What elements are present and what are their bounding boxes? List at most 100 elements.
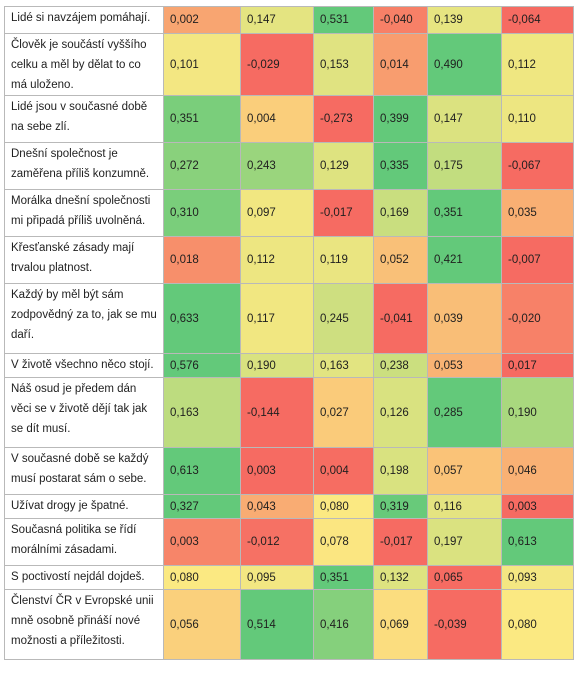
row-label: Křesťanské zásady mají trvalou platnost. — [4, 236, 164, 284]
value-cell: 0,046 — [501, 447, 574, 495]
value-cell: 0,416 — [313, 589, 374, 660]
value-cell: 0,093 — [501, 565, 574, 590]
value-cell: 0,069 — [373, 589, 428, 660]
value-cell: 0,169 — [373, 189, 428, 237]
value-cell: 0,613 — [501, 518, 574, 566]
row-label: Současná politika se řídí morálními zása… — [4, 518, 164, 566]
value-cell: -0,064 — [501, 6, 574, 34]
value-cell: 0,327 — [163, 494, 241, 519]
row-label: V životě všechno něco stojí. — [4, 353, 164, 378]
row-label: Členství ČR v Evropské unii mně osobně p… — [4, 589, 164, 660]
value-cell: -0,041 — [373, 283, 428, 354]
table-row: S poctivostí nejdál dojdeš. 0,080 0,095 0,3… — [4, 565, 574, 590]
value-cell: -0,039 — [427, 589, 502, 660]
value-cell: 0,080 — [163, 565, 241, 590]
value-cell: 0,163 — [313, 353, 374, 378]
value-cell: 0,039 — [427, 283, 502, 354]
value-cell: 0,035 — [501, 189, 574, 237]
value-cell: 0,043 — [240, 494, 314, 519]
value-cell: 0,129 — [313, 142, 374, 190]
table-row: Člověk je součástí vyššího celku a měl b… — [4, 33, 574, 96]
row-label: Morálka dnešní společnosti mi připadá př… — [4, 189, 164, 237]
table-row: Lidé jsou v současné době na sebe zlí. 0,… — [4, 95, 574, 143]
value-cell: 0,198 — [373, 447, 428, 495]
row-label: Každý by měl být sám zodpovědný za to, j… — [4, 283, 164, 354]
table-row: Každý by měl být sám zodpovědný za to, j… — [4, 283, 574, 354]
row-label: Člověk je součástí vyššího celku a měl b… — [4, 33, 164, 96]
row-label: Náš osud je předem dán věci se v životě … — [4, 377, 164, 448]
value-cell: -0,012 — [240, 518, 314, 566]
value-cell: 0,117 — [240, 283, 314, 354]
value-cell: 0,065 — [427, 565, 502, 590]
value-cell: 0,052 — [373, 236, 428, 284]
value-cell: 0,238 — [373, 353, 428, 378]
table-row: Členství ČR v Evropské unii mně osobně p… — [4, 589, 574, 660]
value-cell: 0,004 — [240, 95, 314, 143]
value-cell: 0,243 — [240, 142, 314, 190]
value-cell: 0,285 — [427, 377, 502, 448]
value-cell: 0,018 — [163, 236, 241, 284]
value-cell: 0,056 — [163, 589, 241, 660]
value-cell: 0,053 — [427, 353, 502, 378]
table-row: Současná politika se řídí morálními zása… — [4, 518, 574, 566]
value-cell: 0,190 — [240, 353, 314, 378]
value-cell: 0,017 — [501, 353, 574, 378]
value-cell: 0,335 — [373, 142, 428, 190]
value-cell: 0,080 — [501, 589, 574, 660]
value-cell: 0,116 — [427, 494, 502, 519]
value-cell: 0,132 — [373, 565, 428, 590]
value-cell: -0,144 — [240, 377, 314, 448]
value-cell: 0,531 — [313, 6, 374, 34]
value-cell: 0,514 — [240, 589, 314, 660]
value-cell: 0,003 — [163, 518, 241, 566]
value-cell: 0,576 — [163, 353, 241, 378]
value-cell: 0,163 — [163, 377, 241, 448]
value-cell: 0,003 — [501, 494, 574, 519]
value-cell: 0,351 — [313, 565, 374, 590]
value-cell: 0,014 — [373, 33, 428, 96]
row-label: Lidé si navzájem pomáhají. — [4, 6, 164, 34]
value-cell: -0,029 — [240, 33, 314, 96]
value-cell: 0,633 — [163, 283, 241, 354]
value-cell: -0,040 — [373, 6, 428, 34]
value-cell: -0,017 — [313, 189, 374, 237]
table-row: V současné době se každý musí postarat s… — [4, 447, 574, 495]
value-cell: 0,112 — [501, 33, 574, 96]
table-row: V životě všechno něco stojí. 0,576 0,190 0,… — [4, 353, 574, 378]
value-cell: 0,112 — [240, 236, 314, 284]
value-cell: 0,351 — [163, 95, 241, 143]
value-cell: 0,004 — [313, 447, 374, 495]
row-label: Užívat drogy je špatné. — [4, 494, 164, 519]
value-cell: 0,319 — [373, 494, 428, 519]
value-cell: 0,003 — [240, 447, 314, 495]
value-cell: 0,002 — [163, 6, 241, 34]
value-cell: 0,421 — [427, 236, 502, 284]
value-cell: 0,097 — [240, 189, 314, 237]
value-cell: 0,147 — [240, 6, 314, 34]
table-row: Křesťanské zásady mají trvalou platnost.… — [4, 236, 574, 284]
value-cell: 0,175 — [427, 142, 502, 190]
value-cell: -0,020 — [501, 283, 574, 354]
value-cell: 0,110 — [501, 95, 574, 143]
table-row: Lidé si navzájem pomáhají. 0,002 0,147 0,53… — [4, 6, 574, 34]
table-row: Náš osud je předem dán věci se v životě … — [4, 377, 574, 448]
value-cell: 0,101 — [163, 33, 241, 96]
row-label: Dnešní společnost je zaměřena příliš kon… — [4, 142, 164, 190]
value-cell: 0,272 — [163, 142, 241, 190]
value-cell: 0,078 — [313, 518, 374, 566]
value-cell: 0,027 — [313, 377, 374, 448]
value-cell: 0,095 — [240, 565, 314, 590]
value-cell: -0,007 — [501, 236, 574, 284]
value-cell: 0,190 — [501, 377, 574, 448]
value-cell: 0,147 — [427, 95, 502, 143]
table-row: Užívat drogy je špatné. 0,327 0,043 0,080 0,… — [4, 494, 574, 519]
value-cell: 0,126 — [373, 377, 428, 448]
value-cell: 0,197 — [427, 518, 502, 566]
value-cell: 0,490 — [427, 33, 502, 96]
value-cell: 0,351 — [427, 189, 502, 237]
value-cell: 0,057 — [427, 447, 502, 495]
value-cell: 0,080 — [313, 494, 374, 519]
value-cell: 0,245 — [313, 283, 374, 354]
value-cell: 0,119 — [313, 236, 374, 284]
value-cell: -0,017 — [373, 518, 428, 566]
